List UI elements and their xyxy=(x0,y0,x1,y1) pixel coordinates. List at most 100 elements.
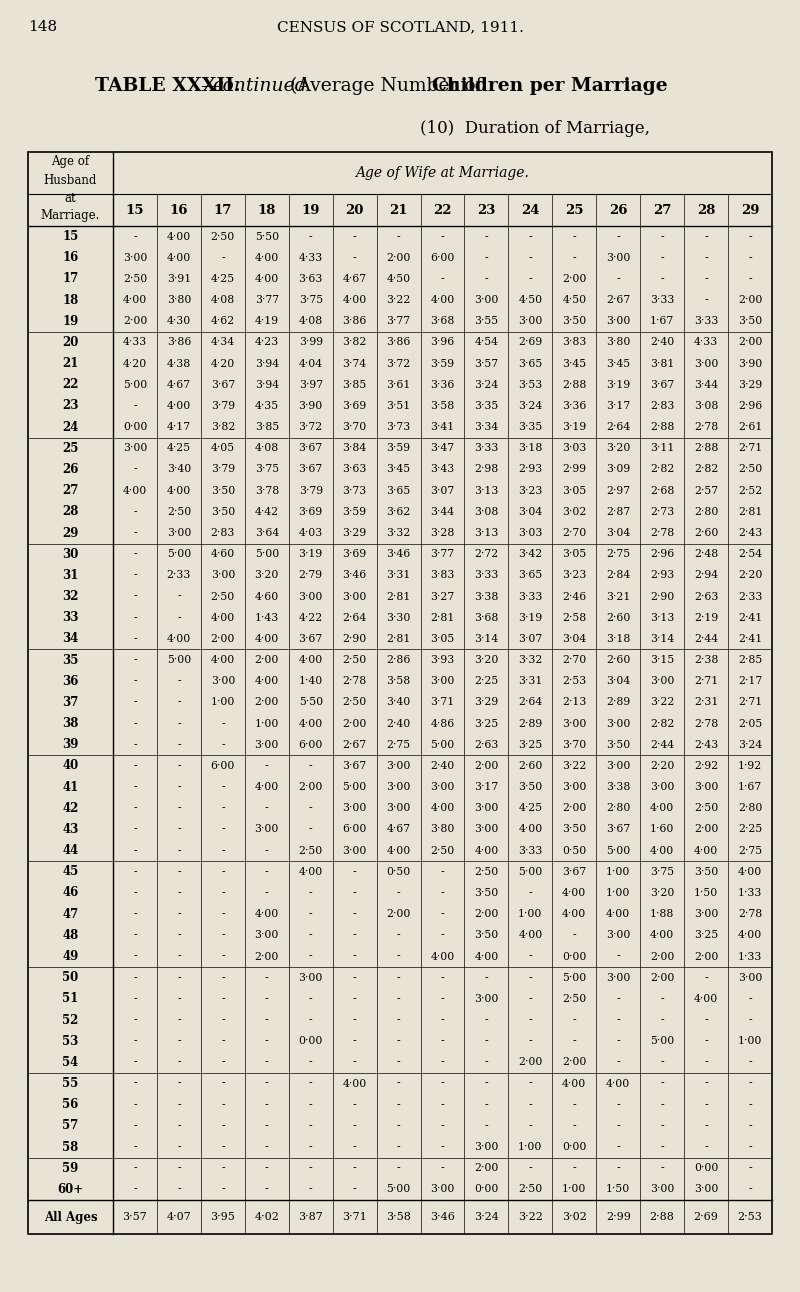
Text: 2·90: 2·90 xyxy=(650,592,674,602)
Text: 16: 16 xyxy=(170,204,188,217)
Text: -: - xyxy=(177,804,181,813)
Text: 3·84: 3·84 xyxy=(342,443,366,453)
Text: 4·00: 4·00 xyxy=(562,888,586,898)
Text: 2·53: 2·53 xyxy=(562,676,586,686)
Text: 15: 15 xyxy=(126,204,144,217)
Text: 2·71: 2·71 xyxy=(694,676,718,686)
Text: 3·31: 3·31 xyxy=(386,570,410,580)
Text: -: - xyxy=(265,973,269,983)
Text: 2·86: 2·86 xyxy=(386,655,410,665)
Text: 3·38: 3·38 xyxy=(606,782,630,792)
Text: -: - xyxy=(397,1016,400,1025)
Text: 3·04: 3·04 xyxy=(606,528,630,537)
Text: 2·57: 2·57 xyxy=(694,486,718,496)
Text: -: - xyxy=(265,1036,269,1047)
Text: 0·00: 0·00 xyxy=(122,422,147,432)
Text: -: - xyxy=(573,1016,576,1025)
Text: -: - xyxy=(133,528,137,537)
Text: -: - xyxy=(133,1185,137,1194)
Text: 3·95: 3·95 xyxy=(210,1212,235,1222)
Text: -: - xyxy=(221,994,225,1004)
Text: 3·93: 3·93 xyxy=(430,655,454,665)
Text: 3·69: 3·69 xyxy=(342,401,366,411)
Text: -: - xyxy=(353,910,357,919)
Text: 3·00: 3·00 xyxy=(166,528,191,537)
Text: -: - xyxy=(221,782,225,792)
Text: -: - xyxy=(177,1121,181,1130)
Text: -: - xyxy=(660,1016,664,1025)
Text: 3·50: 3·50 xyxy=(694,867,718,877)
Text: 2·89: 2·89 xyxy=(518,718,542,729)
Text: -: - xyxy=(133,634,137,643)
Text: 53: 53 xyxy=(62,1035,78,1048)
Text: -: - xyxy=(177,1079,181,1089)
Text: -: - xyxy=(265,1142,269,1152)
Text: -: - xyxy=(133,1142,137,1152)
Text: -: - xyxy=(221,1099,225,1110)
Text: 4·00: 4·00 xyxy=(518,930,542,941)
Text: 3·51: 3·51 xyxy=(386,401,410,411)
Text: 2·93: 2·93 xyxy=(650,570,674,580)
Text: -: - xyxy=(133,592,137,602)
Text: -: - xyxy=(353,1016,357,1025)
Text: 27: 27 xyxy=(62,484,78,497)
Text: 2·40: 2·40 xyxy=(430,761,454,771)
Text: -: - xyxy=(133,951,137,961)
Text: 3·00: 3·00 xyxy=(298,973,323,983)
Text: 4·00: 4·00 xyxy=(254,676,279,686)
Text: -: - xyxy=(265,888,269,898)
Text: 2·60: 2·60 xyxy=(694,528,718,537)
Text: 3·00: 3·00 xyxy=(254,930,279,941)
Text: 4·05: 4·05 xyxy=(210,443,235,453)
Text: 3·67: 3·67 xyxy=(298,443,323,453)
Text: 6·00: 6·00 xyxy=(430,253,454,262)
Text: 3·25: 3·25 xyxy=(518,740,542,749)
Text: 3·31: 3·31 xyxy=(518,676,542,686)
Text: 3·00: 3·00 xyxy=(122,443,147,453)
Text: -: - xyxy=(133,465,137,474)
Text: 3·80: 3·80 xyxy=(430,824,454,835)
Text: -: - xyxy=(748,1121,752,1130)
Text: 2·89: 2·89 xyxy=(606,698,630,708)
Text: 2·05: 2·05 xyxy=(738,718,762,729)
Text: 3·00: 3·00 xyxy=(474,295,498,305)
Text: 3·71: 3·71 xyxy=(430,698,454,708)
Text: -: - xyxy=(397,1099,400,1110)
Text: 2·81: 2·81 xyxy=(738,506,762,517)
Text: 20: 20 xyxy=(346,204,364,217)
Text: All Ages: All Ages xyxy=(44,1211,98,1224)
Text: 3·72: 3·72 xyxy=(298,422,323,432)
Text: 4·08: 4·08 xyxy=(210,295,235,305)
Text: 25: 25 xyxy=(62,442,78,455)
Text: 6·00: 6·00 xyxy=(210,761,235,771)
Text: -: - xyxy=(133,973,137,983)
Text: —: — xyxy=(200,78,219,96)
Text: -: - xyxy=(133,231,137,242)
Text: 3·78: 3·78 xyxy=(254,486,279,496)
Text: 2·63: 2·63 xyxy=(694,592,718,602)
Text: 3·75: 3·75 xyxy=(650,867,674,877)
Text: 2·33: 2·33 xyxy=(738,592,762,602)
Text: 2·78: 2·78 xyxy=(342,676,366,686)
Text: 5·00: 5·00 xyxy=(254,549,279,559)
Text: 3·29: 3·29 xyxy=(342,528,366,537)
Text: -: - xyxy=(397,1163,400,1173)
Text: -: - xyxy=(529,1036,532,1047)
Text: -: - xyxy=(265,1016,269,1025)
Text: 3·13: 3·13 xyxy=(474,528,498,537)
Text: 3·42: 3·42 xyxy=(518,549,542,559)
Text: 2·96: 2·96 xyxy=(738,401,762,411)
Text: 37: 37 xyxy=(62,696,78,709)
Text: 2·13: 2·13 xyxy=(562,698,586,708)
Text: -: - xyxy=(485,274,488,284)
Text: 3·00: 3·00 xyxy=(122,253,147,262)
Text: -: - xyxy=(309,1185,313,1194)
Text: 2·64: 2·64 xyxy=(606,422,630,432)
Text: 24: 24 xyxy=(62,421,78,434)
Text: 2·58: 2·58 xyxy=(562,612,586,623)
Text: -: - xyxy=(133,782,137,792)
Text: 19: 19 xyxy=(302,204,320,217)
Text: 6·00: 6·00 xyxy=(298,740,323,749)
Text: 2·00: 2·00 xyxy=(518,1057,542,1067)
Text: 3·45: 3·45 xyxy=(562,359,586,368)
